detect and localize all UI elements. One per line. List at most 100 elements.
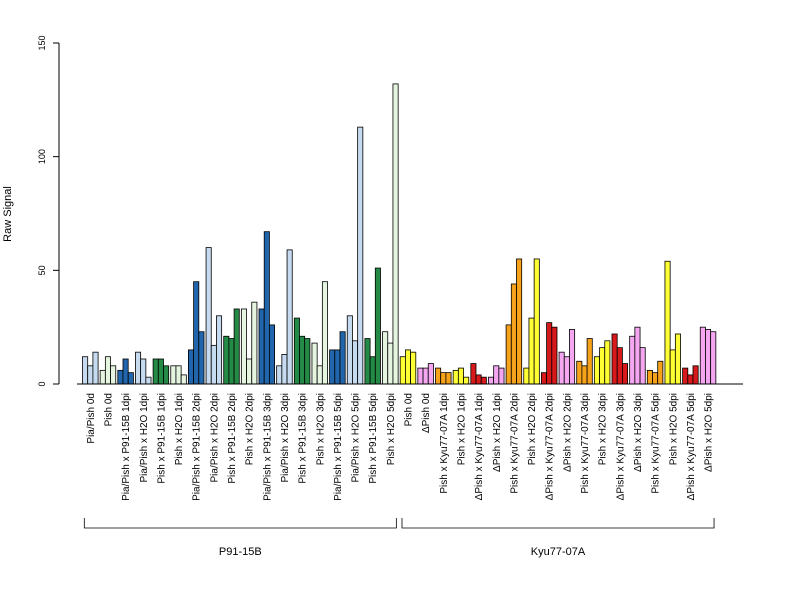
x-tick-label: ΔPish x H2O 2dpi (562, 393, 573, 472)
bar (616, 347, 623, 385)
bar (463, 376, 470, 385)
bar (157, 358, 164, 385)
bar (135, 351, 142, 385)
bar (339, 331, 346, 385)
bar (493, 365, 500, 385)
bar (652, 372, 659, 385)
x-tick-label: Pia/Pish x P91-15B 2dpi (192, 393, 203, 501)
x-tick-label: Pish x Kyu77-07A 5dpi (651, 393, 662, 494)
x-tick-label: Pish 0d (404, 393, 415, 426)
bar-group (329, 331, 346, 385)
x-tick-label: ΔPish x Kyu77-07A 3dpi (615, 393, 626, 500)
y-axis-title: Raw Signal (2, 186, 14, 242)
group-label: Kyu77-07A (531, 546, 586, 558)
bar (258, 308, 265, 385)
bar-group (399, 349, 417, 385)
bar (399, 356, 406, 385)
bar (682, 367, 689, 385)
bar-group (629, 326, 646, 385)
bar-group (611, 333, 629, 385)
bar (228, 338, 235, 385)
bar-group (135, 351, 152, 385)
bar (687, 374, 694, 385)
bar (140, 358, 147, 385)
bar (710, 331, 717, 385)
bar-group (505, 258, 523, 385)
bar-group (488, 365, 505, 385)
bar-group (699, 326, 717, 385)
bar (440, 372, 447, 385)
x-tick-label: ΔPish 0d (421, 393, 432, 433)
x-tick-label: Pish x H2O 1dpi (174, 393, 185, 465)
bar (268, 324, 275, 385)
x-tick-label: Pish x P91-15B 1dpi (156, 393, 167, 484)
bar (674, 333, 681, 385)
bar (392, 83, 399, 385)
x-tick-label: Pish 0d (103, 393, 114, 426)
bar (122, 358, 129, 385)
bar (175, 365, 182, 385)
bar (246, 358, 253, 385)
x-tick-label: Pish x Kyu77-07A 3dpi (580, 393, 591, 494)
bar-group (682, 365, 699, 385)
y-tick-label: 50 (37, 265, 47, 275)
bar-group (152, 358, 170, 385)
bar-group (646, 360, 664, 385)
bar (541, 372, 548, 385)
bar (581, 365, 588, 385)
bar-group (452, 367, 470, 385)
bar (110, 365, 117, 385)
bar (87, 365, 94, 385)
x-tick-label: Pia/Pish x H2O 3dpi (280, 393, 291, 483)
group-bracket-line (83, 518, 397, 529)
bar (604, 340, 611, 385)
x-tick-label: ΔPish x Kyu77-07A 1dpi (474, 393, 485, 500)
bar (145, 376, 152, 385)
bar (699, 326, 706, 385)
bar-group (364, 267, 381, 385)
bar (551, 326, 558, 385)
bar (163, 365, 170, 385)
y-axis: 0 50 100 150 (37, 35, 60, 387)
bar (193, 281, 200, 385)
bar-group (311, 281, 328, 385)
bar (510, 283, 517, 385)
x-tick-label: Pish x H2O 2dpi (245, 393, 256, 465)
bar (569, 329, 576, 385)
bar-group (187, 281, 205, 385)
bar (498, 367, 505, 385)
bar-group (576, 338, 593, 385)
bar (505, 324, 512, 385)
bar-group (258, 231, 275, 385)
bar (528, 317, 535, 385)
bar (558, 351, 565, 385)
bar (593, 356, 600, 385)
x-tick-label: Pish x H2O 3dpi (598, 393, 609, 465)
x-tick-label: Pia/Pish x H2O 5dpi (351, 393, 362, 483)
category-labels: Pia/Pish 0d Pish 0d Pia/Pish x P91-15B 1dp… (86, 393, 715, 501)
bar (516, 258, 523, 385)
group-bracket: P91-15B (83, 518, 397, 558)
bar (210, 344, 217, 385)
bar (664, 260, 671, 385)
bar (546, 322, 553, 385)
bar (216, 315, 223, 385)
x-tick-label: ΔPish x H2O 3dpi (633, 393, 644, 472)
bar-group (541, 322, 558, 385)
bar (523, 367, 530, 385)
bar-group (82, 351, 99, 385)
bar (422, 367, 429, 385)
bar-group (664, 260, 681, 385)
bar-group (276, 249, 293, 385)
bar (669, 349, 676, 385)
x-tick-label: Pia/Pish x H2O 2dpi (209, 393, 220, 483)
bar-group (117, 358, 134, 385)
bar (198, 331, 205, 385)
bar (82, 356, 89, 385)
bar (152, 358, 159, 385)
bar (117, 369, 124, 385)
x-tick-label: Pish x H2O 3dpi (315, 393, 326, 465)
bar (127, 372, 134, 385)
bar (205, 247, 212, 385)
